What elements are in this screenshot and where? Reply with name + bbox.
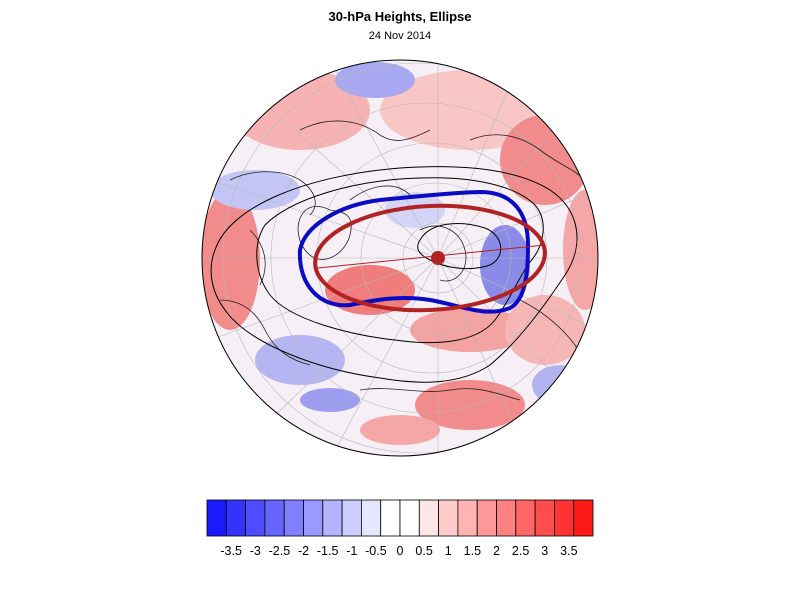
colorbar-segment [341, 499, 362, 537]
colorbar-segment [264, 499, 285, 537]
colorbar-tick-label: -2.5 [268, 544, 291, 558]
colorbar-segment [225, 499, 247, 537]
height-contours [210, 166, 578, 383]
colorbar-segment [438, 499, 459, 537]
colorbar-segment [360, 499, 382, 537]
colorbar-tick-label: 1.5 [463, 544, 482, 558]
colorbar-segment [380, 499, 401, 537]
colorbar-tick-label: -2 [297, 544, 310, 558]
colorbar-segment [206, 499, 227, 537]
colorbar-tick-label: 0.5 [415, 544, 433, 558]
colorbar-segment [573, 499, 594, 537]
colorbar-tick-label: -3.5 [220, 544, 242, 558]
colorbar-segment [534, 499, 555, 537]
colorbar-tick-label: -1.5 [316, 544, 339, 558]
colorbar-segment [418, 499, 439, 537]
chart-date: 24 Nov 2014 [368, 30, 432, 42]
colorbar-tick-label: 1 [444, 544, 452, 558]
colorbar-segment [245, 499, 266, 537]
fitted-ellipse [313, 203, 547, 313]
colorbar-segment [283, 499, 304, 537]
colorbar-segment [554, 499, 575, 537]
colorbar-segment [515, 499, 536, 537]
colorbar-tick-label: 0 [396, 544, 404, 558]
colorbar-tick-label: 2 [493, 544, 500, 558]
colorbar-tick-label: -0.5 [365, 544, 387, 558]
colorbar-segment [496, 499, 517, 537]
colorbar-segment [303, 499, 324, 537]
colorbar-tick-label: -3 [249, 544, 261, 558]
colorbar-segment [457, 499, 478, 537]
colorbar-segment [476, 499, 497, 537]
colorbar-segment [322, 499, 343, 537]
chart-title: 30-hPa Heights, Ellipse [328, 9, 472, 24]
colorbar-tick-label: 3 [541, 544, 549, 558]
ellipse-center-marker [431, 251, 445, 265]
map-border [201, 59, 599, 457]
colorbar-tick-label: 3.5 [560, 544, 578, 558]
colorbar-tick-label: -1 [346, 544, 358, 558]
colorbar-segment [399, 499, 420, 537]
colorbar-tick-label: 2.5 [511, 544, 530, 558]
